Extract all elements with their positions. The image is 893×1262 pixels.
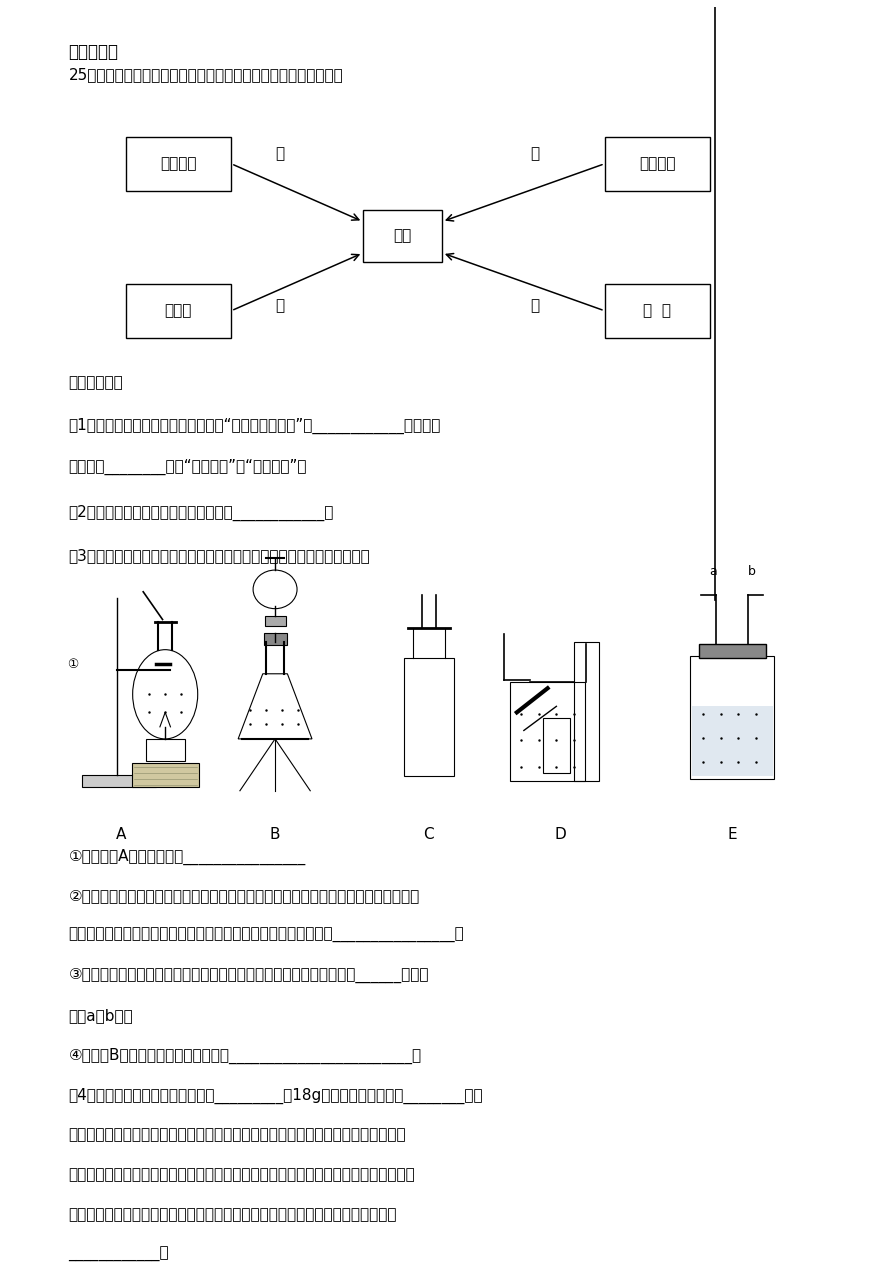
Bar [81,775,156,787]
Text: （2）写出甲方法制取氧气的化学方程式____________；: （2）写出甲方法制取氧气的化学方程式____________； [69,505,334,521]
Text: 用高锡酸锇和氯酸锇制氧气时，哪种物质中氧元素的质量等于制得的氧气的质量？: 用高锡酸锇和氯酸锇制氧气时，哪种物质中氧元素的质量等于制得的氧气的质量？ [69,1206,397,1222]
Bar [692,707,772,776]
Bar [363,211,442,262]
Text: 甲: 甲 [275,146,284,162]
Text: ①如何检查A装置气密性？________________: ①如何检查A装置气密性？________________ [69,848,305,864]
Bar [543,718,570,772]
Text: 高锡酸锇: 高锡酸锇 [160,156,196,172]
Bar [574,642,598,781]
Text: E: E [728,827,737,842]
Bar [699,644,765,658]
Text: 过氧化氢: 过氧化氢 [639,156,676,172]
Bar [405,658,454,776]
Text: ③若用最右边的装置用排水法收集氧气，将装置装满水后，应将氧气从______端通入: ③若用最右边的装置用排水法收集氧气，将装置装满水后，应将氧气从______端通入 [69,968,429,983]
Text: ④写出用B装置制备氧气的化学方程式________________________。: ④写出用B装置制备氧气的化学方程式_______________________… [69,1047,421,1064]
Bar [605,136,710,191]
Text: b: b [747,565,755,578]
Text: （1）属于工业制取氧气的方法是（填“甲、乙、丙、丁”）____________；工业制: （1）属于工业制取氧气的方法是（填“甲、乙、丙、丁”）____________；… [69,418,441,434]
Bar [126,136,231,191]
Text: C: C [423,827,434,842]
Text: 空  气: 空 气 [644,303,672,318]
Text: 氧气: 氧气 [394,228,412,244]
Bar [146,738,185,761]
Text: 四、实验题: 四、实验题 [69,43,119,61]
Text: 伟同学结合水电解的化学方程式分析得出水中氧元素的质量等于电解水得到的氧气的: 伟同学结合水电解的化学方程式分析得出水中氧元素的质量等于电解水得到的氧气的 [69,1127,406,1142]
Text: 请回答问题：: 请回答问题： [69,375,123,390]
Text: 质量。求证李老师，得到李老师的肯定和表扬，相信聪明的你一定也理解了。请你分析: 质量。求证李老师，得到李老师的肯定和表扬，相信聪明的你一定也理解了。请你分析 [69,1167,415,1182]
Bar [132,764,198,787]
Text: （3）某化学兴趣小组的同学，利用下列他器进行实验，请回答下列问题：: （3）某化学兴趣小组的同学，利用下列他器进行实验，请回答下列问题： [69,549,371,563]
Text: a: a [709,565,717,578]
Text: （4）水中氢氧两种元素的质量比是_________．18g水中氧元素的质量是________。小: （4）水中氢氧两种元素的质量比是_________．18g水中氧元素的质量是__… [69,1088,483,1103]
Bar [605,284,710,338]
Bar [264,616,286,626]
Text: D: D [555,827,567,842]
Text: ____________。: ____________。 [69,1247,169,1262]
Text: （填a或b）。: （填a或b）。 [69,1008,133,1022]
Text: 气密度小，极难溢于水，制取甲烷应选择的发生装置和收集装置是________________。: 气密度小，极难溢于水，制取甲烷应选择的发生装置和收集装置是___________… [69,929,464,943]
Text: 丙: 丙 [275,299,284,313]
Text: 乙: 乙 [530,146,539,162]
Bar [126,284,231,338]
Text: 丁: 丁 [530,299,539,313]
Bar [263,632,287,645]
Text: A: A [116,827,127,842]
Text: 取氧气是________（填“物理变化”或“化学变化”）: 取氧气是________（填“物理变化”或“化学变化”） [69,459,307,476]
Text: ②实验室常用无水醒酸邒和纯石灿两种固体混合物加热制取甲烷气体。甲烷的密度比空: ②实验室常用无水醒酸邒和纯石灿两种固体混合物加热制取甲烷气体。甲烷的密度比空 [69,888,420,904]
Text: 氯酸锇: 氯酸锇 [164,303,192,318]
Text: ①: ① [67,658,79,670]
Bar [690,656,774,779]
Text: B: B [270,827,280,842]
Text: 25．在学习中我们了解到常用制取氧气的方法有如图所示的四种：: 25．在学习中我们了解到常用制取氧气的方法有如图所示的四种： [69,67,343,82]
Bar [510,683,586,781]
